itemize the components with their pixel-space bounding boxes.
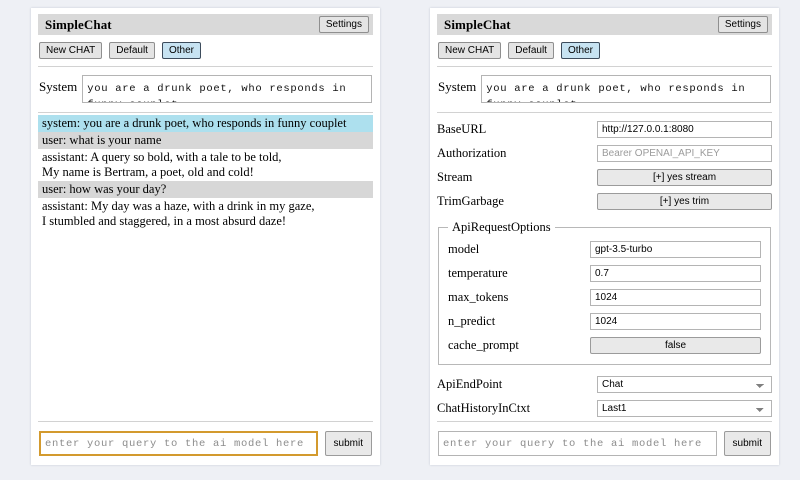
- authorization-input[interactable]: [597, 144, 772, 162]
- query-input[interactable]: [39, 431, 318, 456]
- system-prompt-label-settings: System: [438, 79, 477, 94]
- model-input[interactable]: [590, 240, 761, 258]
- divider-above-system: [38, 66, 373, 67]
- chat-history-in-ctxt-label: ChatHistoryInCtxt: [437, 400, 531, 415]
- titlebar: SimpleChat Settings: [38, 14, 373, 35]
- submit-button-settings[interactable]: submit: [723, 431, 771, 456]
- chat-message-system: system: you are a drunk poet, who respon…: [38, 115, 373, 132]
- api-request-options-rows: model temperature max_tokens n_predictcache…: [448, 237, 761, 357]
- model-label: model: [448, 241, 480, 256]
- tab-default-settings[interactable]: Default: [508, 42, 554, 59]
- chat-message-assistant: assistant: My day was a haze, with a dri…: [42, 199, 315, 228]
- query-input-settings[interactable]: [438, 431, 717, 456]
- authorization-label: Authorization: [437, 145, 507, 160]
- api-request-options-legend: ApiRequestOptions: [452, 220, 551, 234]
- api-endpoint-label: ApiEndPoint: [437, 376, 503, 391]
- cache-prompt-label: cache_prompt: [448, 337, 519, 352]
- system-prompt-input[interactable]: [82, 75, 372, 103]
- settings-panel: SimpleChat Settings New CHAT Default Oth…: [430, 8, 779, 465]
- base-url-input[interactable]: [597, 120, 772, 138]
- tab-default[interactable]: Default: [109, 42, 155, 59]
- setting-row-base-url: BaseURL: [437, 117, 772, 141]
- cache-prompt-toggle[interactable]: false: [590, 336, 761, 354]
- system-prompt-row: System: [38, 67, 373, 112]
- settings-panel-inner: SimpleChat Settings New CHAT Default Oth…: [430, 8, 779, 465]
- setting-row-temperature: temperature: [448, 261, 761, 285]
- tab-other-settings[interactable]: Other: [560, 42, 600, 59]
- system-prompt-input-settings[interactable]: [481, 75, 771, 103]
- setting-row-n-predict: n_predict: [448, 309, 761, 333]
- max-tokens-label: max_tokens: [448, 289, 509, 304]
- app-title: SimpleChat: [45, 16, 112, 32]
- setting-row-chat-history-in-ctxt: ChatHistoryInCtxt Last1: [437, 396, 772, 420]
- system-prompt-label: System: [39, 79, 78, 94]
- setting-row-trim-garbage: TrimGarbage [+] yes trim: [437, 189, 772, 213]
- chat-message-assistant: assistant: A query so bold, with a tale …: [42, 150, 282, 179]
- divider-above-query-right: [437, 421, 772, 422]
- temperature-label: temperature: [448, 265, 508, 280]
- chat-message-user: user: how was your day?: [38, 181, 373, 198]
- settings-button-settings[interactable]: Settings: [717, 16, 768, 33]
- api-request-options-group: ApiRequestOptions model temperature max_to…: [438, 220, 771, 365]
- api-endpoint-select[interactable]: Chat: [597, 375, 772, 393]
- chat-panel: SimpleChat Settings New CHAT Default Oth…: [31, 8, 380, 465]
- chat-history-in-ctxt-select[interactable]: Last1: [597, 399, 772, 417]
- settings-button[interactable]: Settings: [318, 16, 369, 33]
- query-zone-left: submit: [38, 421, 373, 465]
- tab-other[interactable]: Other: [161, 42, 201, 59]
- titlebar-settings: SimpleChat Settings: [437, 14, 772, 35]
- setting-row-max-tokens: max_tokens: [448, 285, 761, 309]
- submit-button[interactable]: submit: [324, 431, 372, 456]
- setting-row-api-endpoint: ApiEndPoint Chat: [437, 372, 772, 396]
- tab-new-chat[interactable]: New CHAT: [39, 42, 103, 59]
- divider-above-system-settings: [437, 66, 772, 67]
- n-predict-input[interactable]: [590, 312, 761, 330]
- base-url-label: BaseURL: [437, 121, 487, 136]
- divider-below-system-settings: [437, 112, 772, 113]
- trim-garbage-toggle[interactable]: [+] yes trim: [597, 192, 772, 210]
- settings-list: BaseURL Authorization Stream [+] yes str…: [437, 113, 772, 421]
- n-predict-label: n_predict: [448, 313, 496, 328]
- max-tokens-input[interactable]: [590, 288, 761, 306]
- setting-row-stream: Stream [+] yes stream: [437, 165, 772, 189]
- query-bar-left: submit: [38, 422, 373, 456]
- setting-row-authorization: Authorization: [437, 141, 772, 165]
- query-bar-right: submit: [437, 422, 772, 456]
- system-prompt-row-settings: System: [437, 67, 772, 112]
- trim-garbage-label: TrimGarbage: [437, 193, 504, 208]
- setting-row-model: model: [448, 237, 761, 261]
- stream-label: Stream: [437, 169, 473, 184]
- chat-message-user: user: what is your name: [38, 132, 373, 149]
- divider-above-query-left: [38, 421, 373, 422]
- chat-log: system: you are a drunk poet, who respon…: [38, 113, 373, 421]
- setting-row-cache-prompt: cache_prompt false: [448, 333, 761, 357]
- divider-below-system: [38, 112, 373, 113]
- tab-row-settings: New CHAT Default Other: [437, 35, 772, 66]
- tab-new-chat-settings[interactable]: New CHAT: [438, 42, 502, 59]
- tab-row: New CHAT Default Other: [38, 35, 373, 66]
- stream-toggle[interactable]: [+] yes stream: [597, 168, 772, 186]
- app-title-settings: SimpleChat: [444, 16, 511, 32]
- chat-panel-inner: SimpleChat Settings New CHAT Default Oth…: [31, 8, 380, 465]
- query-zone-right: submit: [437, 421, 772, 465]
- temperature-input[interactable]: [590, 264, 761, 282]
